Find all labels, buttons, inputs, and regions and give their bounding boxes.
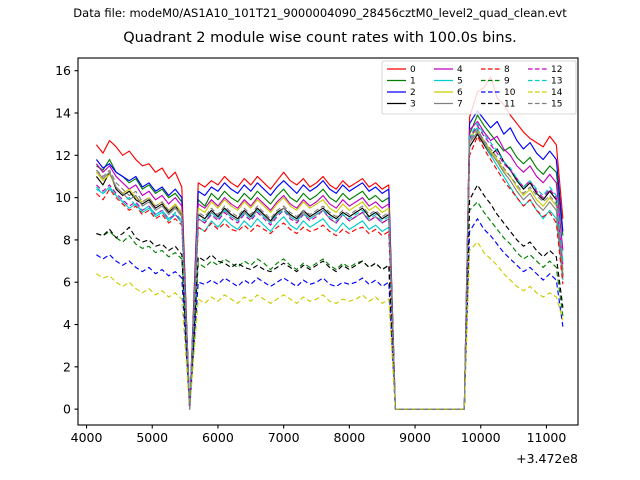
x-tick-label: 9000 — [399, 430, 431, 445]
series-line-15 — [96, 129, 564, 410]
y-tick-label: 6 — [63, 275, 71, 290]
series-line-7 — [95, 131, 564, 410]
legend-label-9[interactable]: 9 — [504, 77, 510, 87]
legend-label-10[interactable]: 10 — [504, 88, 516, 98]
y-tick-label: 14 — [55, 105, 71, 120]
series-line-13 — [96, 122, 564, 410]
y-tick-label: 12 — [55, 148, 71, 163]
legend-label-12[interactable]: 12 — [551, 65, 562, 75]
legend-label-13[interactable]: 13 — [551, 77, 562, 87]
series-line-11 — [96, 184, 564, 410]
legend-label-4[interactable]: 4 — [457, 65, 463, 75]
legend-label-1[interactable]: 1 — [410, 77, 416, 87]
legend-label-15[interactable]: 15 — [551, 100, 562, 110]
legend-label-2[interactable]: 2 — [410, 88, 416, 98]
series-line-0 — [95, 76, 564, 410]
series-line-6 — [95, 129, 564, 410]
data-file-label: Data file: modeM0/AS1A10_101T21_90000040… — [73, 6, 567, 20]
x-tick-label: 4000 — [71, 430, 103, 445]
y-tick-label: 2 — [63, 359, 71, 374]
x-tick-label: 6000 — [202, 430, 234, 445]
legend-label-8[interactable]: 8 — [504, 65, 510, 75]
legend-label-14[interactable]: 14 — [551, 88, 563, 98]
series-group — [95, 76, 564, 410]
series-line-12 — [96, 125, 564, 410]
legend-label-11[interactable]: 11 — [504, 100, 515, 110]
legend-label-3[interactable]: 3 — [410, 100, 416, 110]
y-tick-label: 8 — [63, 232, 71, 247]
x-tick-label: 10000 — [461, 430, 501, 445]
y-tick-label: 16 — [55, 63, 71, 78]
y-tick-label: 0 — [63, 402, 71, 417]
series-line-14 — [96, 241, 564, 410]
x-tick-label: 8000 — [333, 430, 365, 445]
series-line-2 — [95, 110, 564, 410]
legend-label-7[interactable]: 7 — [457, 100, 463, 110]
series-line-10 — [96, 218, 564, 410]
series-line-9 — [96, 201, 564, 410]
legend-background — [381, 60, 577, 115]
x-tick-label: 11000 — [527, 430, 567, 445]
y-tick-label: 10 — [55, 190, 71, 205]
x-tick-label: 7000 — [268, 430, 300, 445]
legend-label-0[interactable]: 0 — [410, 65, 416, 75]
axes-frame — [77, 57, 579, 426]
series-line-4 — [95, 120, 564, 410]
x-axis-offset-label: +3.472e8 — [516, 451, 578, 466]
legend-label-5[interactable]: 5 — [457, 77, 463, 87]
y-tick-label: 4 — [63, 317, 71, 332]
series-line-5 — [96, 127, 564, 410]
page-title: Quadrant 2 module wise count rates with … — [123, 30, 517, 46]
x-tick-label: 5000 — [136, 430, 168, 445]
series-line-8 — [96, 135, 564, 410]
legend-label-6[interactable]: 6 — [457, 88, 463, 98]
series-line-1 — [96, 114, 564, 410]
